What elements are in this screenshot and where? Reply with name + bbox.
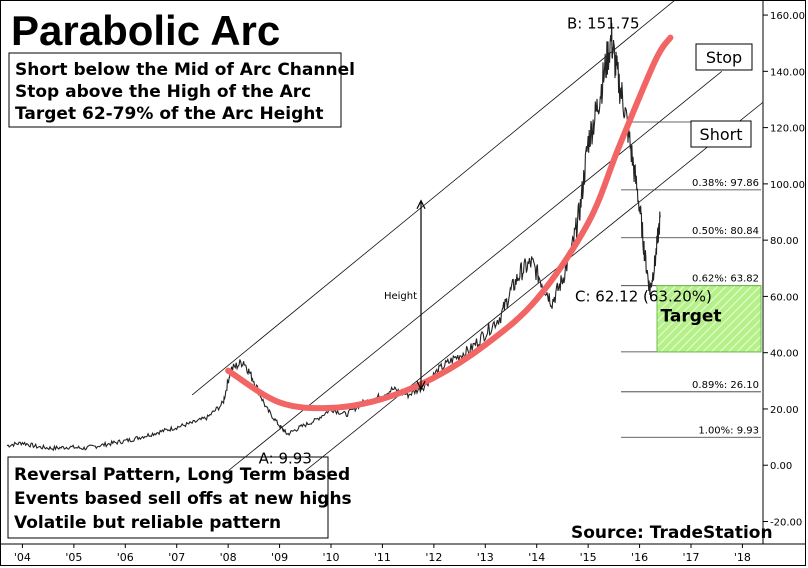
- y-tick-label-60: 60.00: [770, 292, 799, 303]
- x-tick-label-18: '18: [734, 551, 751, 564]
- fib-level-label-1: 0.38%: 97.86: [692, 178, 759, 189]
- top-notes-box: [8, 52, 342, 128]
- x-tick-label-12: '12: [425, 551, 442, 564]
- height-arrow-head-bottom: [416, 380, 426, 391]
- target-zone: [656, 285, 762, 353]
- note-top-2: Stop above the High of the Arc: [15, 82, 311, 102]
- fib-level-label-5: 0.89%: 26.10: [692, 380, 759, 391]
- height-arrow-head-top: [416, 199, 426, 210]
- x-tick-label-06: '06: [117, 551, 134, 564]
- point-c-label: C: 62.12 (63.20%): [575, 287, 712, 305]
- height-label: Height: [384, 291, 417, 302]
- point-a-label: A: 9.93: [259, 449, 312, 467]
- short-label: Short: [700, 125, 743, 144]
- y-tick-label-140: 140.00: [770, 67, 805, 78]
- note-top-1: Short below the Mid of Arc Channel: [15, 60, 355, 80]
- stop-label: Stop: [706, 48, 742, 67]
- x-tick-label-09: '09: [271, 551, 288, 564]
- y-tick-label-20: 20.00: [770, 405, 799, 416]
- x-tick-label-10: '10: [322, 551, 339, 564]
- point-b-label: B: 151.75: [567, 14, 640, 32]
- parabolic-arc-curve: [225, 34, 674, 412]
- channel-line-3: [305, 101, 764, 472]
- y-tick-label-100: 100.00: [770, 180, 805, 191]
- y-tick-label-160: 160.00: [770, 11, 805, 22]
- y-tick-label-120: 120.00: [770, 124, 805, 135]
- price-series-line: [6, 22, 661, 452]
- x-tick-label-14: '14: [528, 551, 545, 564]
- note-top-3: Target 62-79% of the Arc Height: [15, 104, 324, 124]
- fib-level-label-2: 0.50%: 80.84: [692, 226, 759, 237]
- fib-level-label-6: 1.00%: 9.93: [698, 425, 759, 436]
- stop-box: [695, 43, 753, 71]
- x-tick-label-11: '11: [374, 551, 391, 564]
- target-label: Target: [660, 307, 721, 327]
- x-tick-label-13: '13: [477, 551, 494, 564]
- source-label: Source: TradeStation: [571, 523, 773, 543]
- note-bottom-1: Reversal Pattern, Long Term based: [14, 465, 350, 485]
- chart-title: Parabolic Arc: [11, 7, 280, 54]
- note-bottom-3: Volatile but reliable pattern: [14, 513, 281, 533]
- channel-line-1: [191, 1, 675, 396]
- x-tick-label-15: '15: [580, 551, 597, 564]
- y-tick-label--20: -20.00: [770, 517, 802, 528]
- x-tick-label-04: '04: [14, 551, 31, 564]
- x-tick-label-16: '16: [631, 551, 648, 564]
- fib-level-label-3: 0.62%: 63.82: [692, 274, 759, 285]
- channel-line-2: [227, 71, 723, 472]
- x-tick-label-05: '05: [65, 551, 82, 564]
- y-tick-label-0: 0.00: [770, 461, 792, 472]
- y-tick-label-40: 40.00: [770, 349, 799, 360]
- x-tick-label-08: '08: [220, 551, 237, 564]
- x-tick-label-17: '17: [682, 551, 699, 564]
- short-box: [690, 120, 752, 148]
- y-tick-label-80: 80.00: [770, 236, 799, 247]
- note-bottom-2: Events based sell offs at new highs: [14, 489, 352, 509]
- bottom-notes-box: [7, 456, 329, 539]
- x-tick-label-07: '07: [168, 551, 185, 564]
